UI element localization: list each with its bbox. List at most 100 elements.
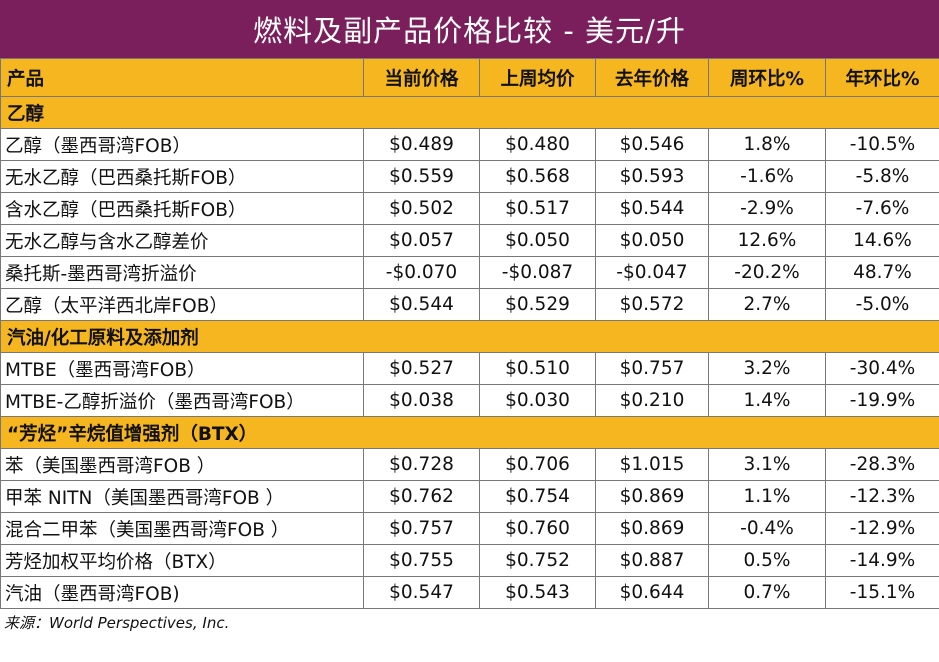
- table-body: 乙醇 乙醇（墨西哥湾FOB） $0.489 $0.480 $0.546 1.8% -10.5…: [0, 96, 939, 609]
- product-name-cell: MTBE（墨西哥湾FOB）: [0, 352, 364, 385]
- last-year-price-cell: $0.869: [595, 512, 709, 545]
- header-last-week-avg: 上周均价: [479, 58, 596, 97]
- year-change-cell: -30.4%: [825, 352, 939, 385]
- section-row: 汽油/化工原料及添加剂: [0, 320, 939, 353]
- last-week-avg-cell: $0.543: [479, 576, 596, 609]
- last-week-avg-cell: $0.050: [479, 224, 596, 257]
- last-week-avg-cell: $0.754: [479, 480, 596, 513]
- last-week-avg-cell: $0.529: [479, 288, 596, 321]
- last-year-price-cell: $0.757: [595, 352, 709, 385]
- last-week-avg-cell: $0.568: [479, 160, 596, 193]
- product-name-cell: 芳烃加权平均价格（BTX）: [0, 544, 364, 577]
- year-change-cell: -28.3%: [825, 448, 939, 481]
- current-price-cell: $0.544: [363, 288, 480, 321]
- product-name-cell: 含水乙醇（巴西桑托斯FOB）: [0, 192, 364, 225]
- current-price-cell: $0.527: [363, 352, 480, 385]
- current-price-cell: $0.559: [363, 160, 480, 193]
- current-price-cell: $0.762: [363, 480, 480, 513]
- current-price-cell: $0.502: [363, 192, 480, 225]
- last-week-avg-cell: $0.517: [479, 192, 596, 225]
- section-row: 乙醇: [0, 96, 939, 129]
- table-row: MTBE-乙醇折溢价（墨西哥湾FOB） $0.038 $0.030 $0.210 1.4…: [0, 384, 939, 417]
- last-year-price-cell: $0.050: [595, 224, 709, 257]
- week-change-cell: 3.2%: [708, 352, 826, 385]
- year-change-cell: -15.1%: [825, 576, 939, 609]
- last-week-avg-cell: $0.510: [479, 352, 596, 385]
- week-change-cell: 1.8%: [708, 128, 826, 161]
- last-year-price-cell: $0.210: [595, 384, 709, 417]
- product-name-cell: 苯（美国墨西哥湾FOB ）: [0, 448, 364, 481]
- last-year-price-cell: $0.546: [595, 128, 709, 161]
- section-title: 汽油/化工原料及添加剂: [0, 320, 939, 353]
- table-row: 无水乙醇与含水乙醇差价 $0.057 $0.050 $0.050 12.6% 14.6%: [0, 224, 939, 257]
- last-year-price-cell: $0.869: [595, 480, 709, 513]
- table-row: 乙醇（太平洋西北岸FOB） $0.544 $0.529 $0.572 2.7% -5.0%: [0, 288, 939, 321]
- week-change-cell: 0.7%: [708, 576, 826, 609]
- table-row: 无水乙醇（巴西桑托斯FOB） $0.559 $0.568 $0.593 -1.6% -5.…: [0, 160, 939, 193]
- table-row: 汽油（墨西哥湾FOB) $0.547 $0.543 $0.644 0.7% -15.1%: [0, 576, 939, 609]
- week-change-cell: 1.4%: [708, 384, 826, 417]
- price-table: 产品 当前价格 上周均价 去年价格 周环比% 年环比% 乙醇 乙醇（墨西哥湾FOB…: [0, 58, 939, 609]
- last-week-avg-cell: $0.760: [479, 512, 596, 545]
- product-name-cell: 乙醇（墨西哥湾FOB）: [0, 128, 364, 161]
- week-change-cell: -2.9%: [708, 192, 826, 225]
- year-change-cell: 48.7%: [825, 256, 939, 289]
- week-change-cell: 0.5%: [708, 544, 826, 577]
- header-year-change: 年环比%: [825, 58, 939, 97]
- section-title: 乙醇: [0, 96, 939, 129]
- last-week-avg-cell: $0.752: [479, 544, 596, 577]
- product-name-cell: 混合二甲苯（美国墨西哥湾FOB ）: [0, 512, 364, 545]
- week-change-cell: -20.2%: [708, 256, 826, 289]
- product-name-cell: 乙醇（太平洋西北岸FOB）: [0, 288, 364, 321]
- table-row: 含水乙醇（巴西桑托斯FOB） $0.502 $0.517 $0.544 -2.9% -7.…: [0, 192, 939, 225]
- source-note: 来源：World Perspectives, Inc.: [4, 614, 230, 632]
- last-year-price-cell: $1.015: [595, 448, 709, 481]
- product-name-cell: 无水乙醇与含水乙醇差价: [0, 224, 364, 257]
- last-week-avg-cell: $0.706: [479, 448, 596, 481]
- table-row: 甲苯 NITN（美国墨西哥湾FOB ） $0.762 $0.754 $0.869 1.1…: [0, 480, 939, 513]
- header-last-year-price: 去年价格: [595, 58, 709, 97]
- week-change-cell: 2.7%: [708, 288, 826, 321]
- last-year-price-cell: $0.887: [595, 544, 709, 577]
- last-year-price-cell: -$0.047: [595, 256, 709, 289]
- last-week-avg-cell: $0.480: [479, 128, 596, 161]
- header-product: 产品: [0, 58, 364, 97]
- product-name-cell: 无水乙醇（巴西桑托斯FOB）: [0, 160, 364, 193]
- week-change-cell: 1.1%: [708, 480, 826, 513]
- product-name-cell: MTBE-乙醇折溢价（墨西哥湾FOB）: [0, 384, 364, 417]
- year-change-cell: 14.6%: [825, 224, 939, 257]
- last-year-price-cell: $0.544: [595, 192, 709, 225]
- year-change-cell: -5.0%: [825, 288, 939, 321]
- table-row: 芳烃加权平均价格（BTX） $0.755 $0.752 $0.887 0.5% -14.9…: [0, 544, 939, 577]
- last-year-price-cell: $0.593: [595, 160, 709, 193]
- product-name-cell: 甲苯 NITN（美国墨西哥湾FOB ）: [0, 480, 364, 513]
- table-row: 苯（美国墨西哥湾FOB ） $0.728 $0.706 $1.015 3.1% -28.3…: [0, 448, 939, 481]
- current-price-cell: $0.755: [363, 544, 480, 577]
- header-current-price: 当前价格: [363, 58, 480, 97]
- header-week-change: 周环比%: [708, 58, 826, 97]
- week-change-cell: -1.6%: [708, 160, 826, 193]
- current-price-cell: $0.728: [363, 448, 480, 481]
- last-year-price-cell: $0.644: [595, 576, 709, 609]
- section-row: “芳烃”辛烷值增强剂（BTX）: [0, 416, 939, 449]
- year-change-cell: -10.5%: [825, 128, 939, 161]
- last-week-avg-cell: -$0.087: [479, 256, 596, 289]
- last-week-avg-cell: $0.030: [479, 384, 596, 417]
- table-row: 桑托斯-墨西哥湾折溢价 -$0.070 -$0.087 -$0.047 -20.2% 48…: [0, 256, 939, 289]
- product-name-cell: 桑托斯-墨西哥湾折溢价: [0, 256, 364, 289]
- year-change-cell: -5.8%: [825, 160, 939, 193]
- current-price-cell: $0.547: [363, 576, 480, 609]
- year-change-cell: -7.6%: [825, 192, 939, 225]
- table-row: 混合二甲苯（美国墨西哥湾FOB ） $0.757 $0.760 $0.869 -0.4%…: [0, 512, 939, 545]
- table-row: MTBE（墨西哥湾FOB） $0.527 $0.510 $0.757 3.2% -30.4…: [0, 352, 939, 385]
- year-change-cell: -19.9%: [825, 384, 939, 417]
- section-title: “芳烃”辛烷值增强剂（BTX）: [0, 416, 939, 449]
- week-change-cell: 12.6%: [708, 224, 826, 257]
- current-price-cell: $0.489: [363, 128, 480, 161]
- current-price-cell: $0.038: [363, 384, 480, 417]
- current-price-cell: $0.757: [363, 512, 480, 545]
- year-change-cell: -12.3%: [825, 480, 939, 513]
- week-change-cell: -0.4%: [708, 512, 826, 545]
- page-title: 燃料及副产品价格比较 - 美元/升: [0, 0, 939, 58]
- last-year-price-cell: $0.572: [595, 288, 709, 321]
